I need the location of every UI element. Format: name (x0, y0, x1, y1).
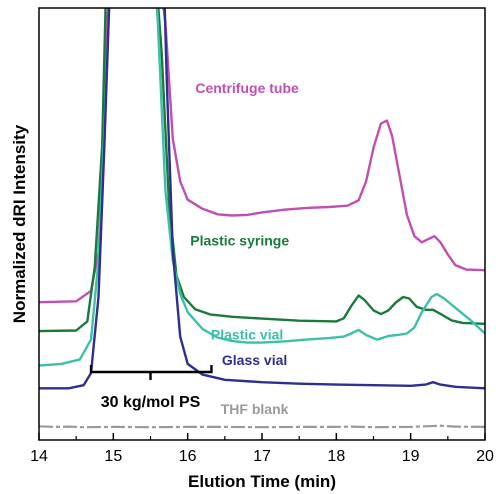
x-tick-label: 18 (327, 448, 345, 465)
series-label-layer: Centrifuge tube Plastic syringe Plastic vi… (190, 80, 299, 417)
x-tick-label: 15 (104, 448, 122, 465)
annotation-layer: 30 kg/mol PS (89, 365, 213, 411)
x-axis-title: Elution Time (min) (188, 472, 336, 491)
series-layer (39, 8, 485, 429)
series-line-centrifuge-tube (39, 8, 485, 304)
series-label-thf-blank: THF blank (221, 401, 289, 417)
y-axis-title: Normalized dRI Intensity (10, 124, 29, 323)
series-line-plastic-vial (39, 8, 485, 367)
x-tick-label: 14 (30, 448, 48, 465)
series-label-glass-vial: Glass vial (222, 352, 287, 368)
x-tick-layer: 14 15 16 17 18 19 20 (30, 433, 494, 465)
series-line-thf-blank (39, 424, 485, 429)
x-tick-label: 20 (476, 448, 494, 465)
x-tick-label: 17 (253, 448, 271, 465)
series-line-glass-vial (39, 8, 485, 390)
peak-bracket (89, 365, 213, 380)
series-label-plastic-vial: Plastic vial (211, 327, 283, 343)
series-label-plastic-syringe: Plastic syringe (190, 232, 289, 248)
series-line-plastic-syringe (39, 8, 485, 333)
x-tick-label: 16 (179, 448, 197, 465)
x-tick-label: 19 (402, 448, 420, 465)
series-label-centrifuge-tube: Centrifuge tube (195, 80, 299, 96)
annotation-label: 30 kg/mol PS (101, 394, 201, 411)
